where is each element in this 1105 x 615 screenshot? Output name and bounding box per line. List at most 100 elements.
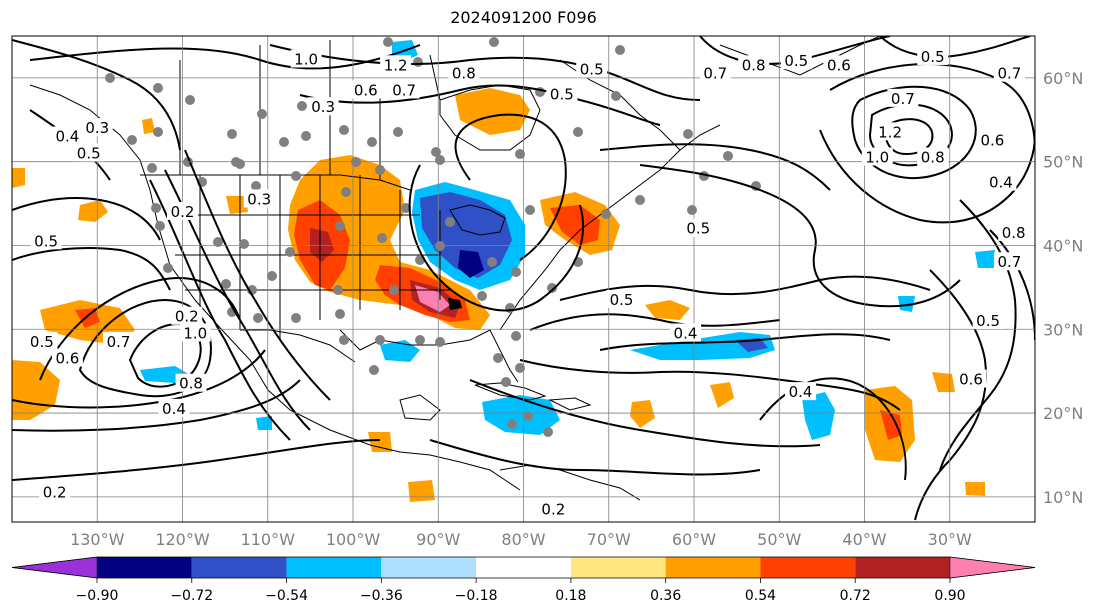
contour-label-bg: [448, 63, 480, 82]
contour-label: 0.8: [1002, 224, 1026, 242]
contour-label: 0.2: [43, 484, 67, 502]
lon-tick-label: 30°W: [928, 530, 972, 549]
contour-label: 0.5: [784, 52, 808, 70]
contour-label-bg: [243, 189, 275, 208]
cuba: [474, 382, 547, 401]
lon-tick-label: 70°W: [587, 530, 631, 549]
positive-anomaly-atlantic-mid: [645, 300, 690, 320]
lon-tick-label: 50°W: [757, 530, 801, 549]
colorbar-tick-labels: −0.90 −0.72 −0.54 −0.36 −0.18 0.18 0.36 0.54 0.7…: [76, 578, 966, 604]
positive-anomaly-southeast: [965, 482, 985, 496]
lat-tick-label: 60°N: [1043, 69, 1083, 88]
contour-label-bg: [785, 382, 817, 401]
contour-label: 0.8: [452, 65, 476, 83]
negative-anomaly-lakes-navy: [458, 250, 484, 278]
contour-label-bg: [576, 59, 608, 78]
contour-label-bg: [51, 348, 83, 367]
contour-label-bg: [985, 172, 1017, 191]
contour-label: 0.5: [921, 48, 945, 66]
contour-label-bg: [26, 331, 58, 350]
positive-anomaly-northeast-red: [550, 205, 600, 245]
contour-label: 0.5: [77, 144, 101, 162]
contour-label: 0.8: [742, 56, 766, 74]
contour-label-bg: [167, 201, 198, 220]
south-america-north: [499, 464, 641, 501]
contour-label: 0.2: [541, 500, 565, 518]
contour-label: 0.2: [175, 308, 199, 326]
contour-label: 0.3: [247, 190, 271, 208]
lon-tick-label: 130°W: [70, 530, 125, 549]
lon-tick-labels: 130°W 120°W 110°W 100°W 90°W 80°W 70°W 60°W 50°W…: [70, 530, 972, 549]
lat-tick-label: 50°N: [1043, 153, 1083, 172]
colorbar-swatch: [570, 557, 666, 578]
contour-label: 0.7: [703, 65, 727, 83]
contour-label-bg: [606, 289, 638, 308]
north-america-west-coast: [29, 84, 521, 491]
colorbar-swatch: [476, 557, 571, 578]
negative-anomaly-atlantic-mid-2: [898, 296, 915, 312]
contour-label-bg: [81, 118, 113, 137]
us-mexico-border: [240, 329, 356, 363]
positive-anomaly-west-edge: [12, 168, 25, 188]
lat-tick-label: 40°N: [1043, 236, 1083, 255]
contour-label-bg: [158, 398, 190, 417]
positive-anomaly-hudson: [455, 88, 530, 135]
lon-tick-label: 60°W: [672, 530, 716, 549]
contour-label-bg: [171, 306, 203, 325]
colorbar-tick-label: 0.18: [555, 588, 586, 604]
plot-frame: [11, 35, 1036, 523]
positive-anomaly-pink: [415, 285, 450, 312]
lat-tick-labels: 10°N 20°N 30°N 40°N 50°N 60°N: [1043, 69, 1083, 507]
contour-label-bg: [669, 323, 701, 342]
contour-label: 0.8: [921, 149, 945, 167]
colorbar: [11, 556, 1036, 579]
contour-label-bg: [738, 55, 770, 74]
contour-label: 0.4: [674, 324, 698, 342]
colorbar-swatch: [191, 557, 287, 578]
positive-anomaly-westcoast: [226, 196, 248, 214]
lon-tick-label: 110°W: [241, 530, 296, 549]
contour-label-bg: [887, 88, 919, 107]
contour-label: 0.7: [392, 81, 416, 99]
contour-label: 0.2: [171, 203, 195, 221]
positive-anomaly-atlantic-small-3: [932, 372, 955, 392]
lat-tick-label: 20°N: [1043, 404, 1083, 423]
lon-tick-label: 120°W: [155, 530, 210, 549]
colorbar-tick-label: −0.90: [76, 588, 119, 604]
contour-label: 0.3: [311, 98, 335, 116]
north-america-east-coast: [499, 124, 721, 331]
contour-label-bg: [861, 147, 893, 166]
contour-label: 0.5: [610, 291, 634, 309]
hispaniola: [548, 397, 592, 411]
colorbar-tick-label: −0.18: [455, 588, 498, 604]
colorbar-tick-label: −0.54: [265, 588, 308, 604]
contour-label: 0.6: [980, 132, 1004, 150]
great-lakes: [449, 204, 506, 236]
map-title: 2024091200 F096: [450, 8, 597, 27]
contour-label: 0.6: [354, 81, 378, 99]
colorbar-swatch: [760, 557, 856, 578]
contour-label: 0.5: [550, 86, 574, 104]
colorbar-swatch: [855, 557, 950, 578]
contour-label-bg: [682, 218, 714, 237]
contour-label-bg: [546, 84, 578, 103]
contour-label-bg: [179, 323, 211, 342]
contour-label: 0.4: [55, 128, 79, 146]
contour-label-bg: [955, 369, 987, 388]
negative-anomaly-atlantic-north: [975, 250, 995, 268]
contour-label-bg: [823, 55, 855, 74]
north-america-gulf-coast: [339, 329, 519, 383]
colorbar-swatch: [97, 557, 192, 578]
contour-label-bg: [307, 97, 339, 116]
contour-label-bg: [388, 80, 420, 99]
colorbar-tick-label: 0.54: [745, 588, 776, 604]
plot-area: 1.0 1.2 0.80.6 0.70.30.50.5 0.7 0.8 0.5 0.6 0.50…: [12, 36, 1035, 522]
contour-label: 0.5: [34, 232, 58, 250]
lon-tick-label: 80°W: [501, 530, 545, 549]
contour-label-bg: [917, 147, 949, 166]
contour-label: 0.5: [686, 220, 710, 238]
colorbar-tick-label: 0.90: [934, 588, 965, 604]
contour-label: 1.2: [878, 123, 902, 141]
colorbar-tick-label: −0.72: [170, 588, 213, 604]
